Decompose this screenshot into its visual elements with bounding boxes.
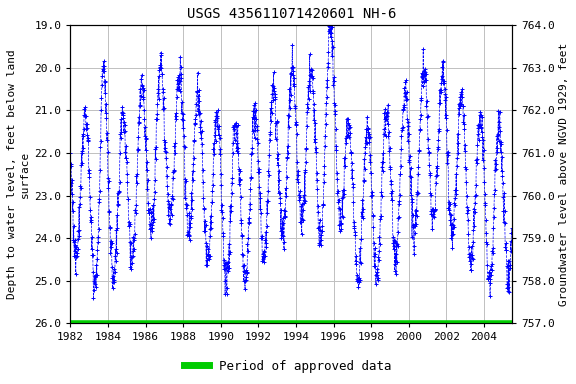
Title: USGS 435611071420601 NH-6: USGS 435611071420601 NH-6 [187, 7, 396, 21]
Y-axis label: Groundwater level above NGVD 1929, feet: Groundwater level above NGVD 1929, feet [559, 43, 569, 306]
Y-axis label: Depth to water level, feet below land
surface: Depth to water level, feet below land su… [7, 49, 30, 299]
Legend: Period of approved data: Period of approved data [179, 355, 397, 378]
